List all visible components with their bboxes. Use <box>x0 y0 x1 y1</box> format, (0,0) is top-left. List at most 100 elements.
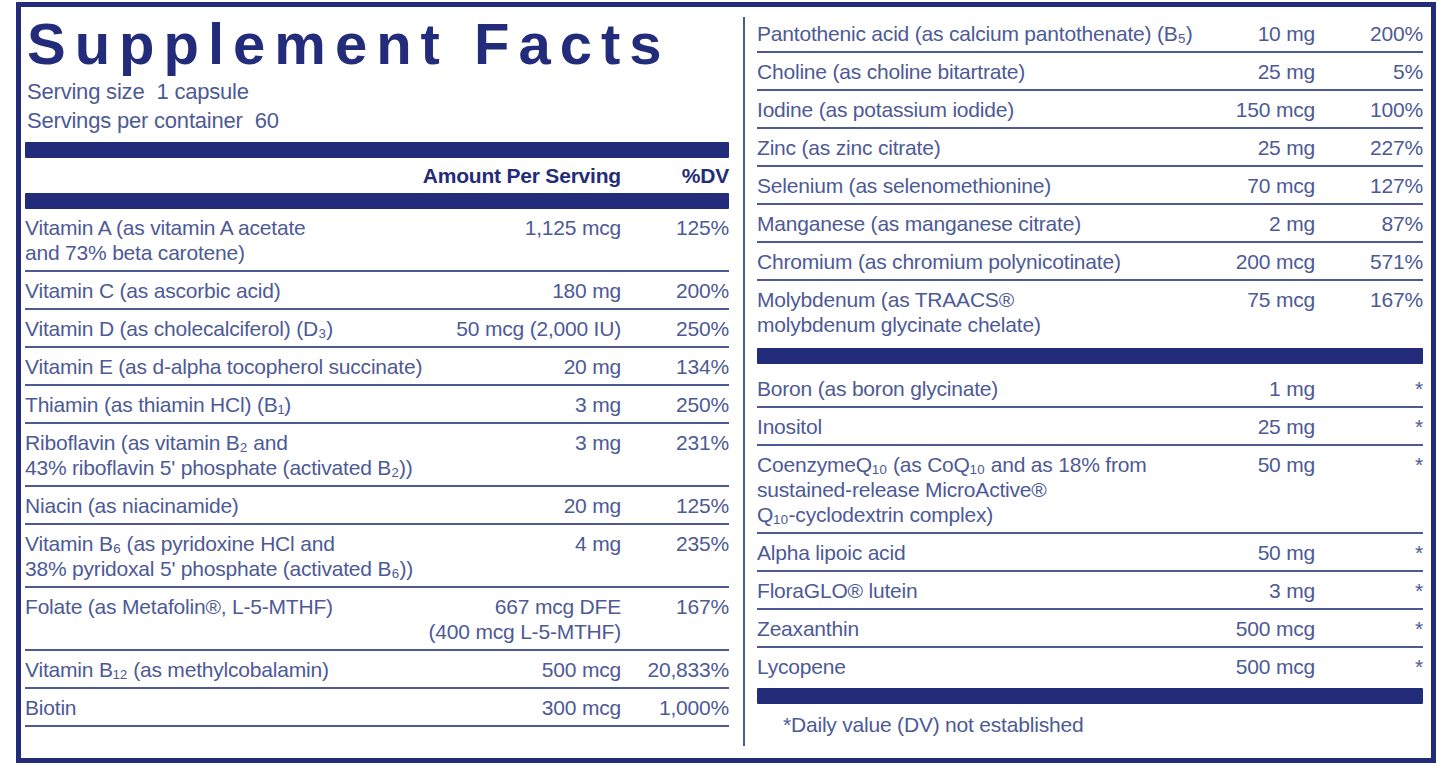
supplement-facts-label: Supplement Facts Serving size 1 capsule S… <box>16 2 1436 763</box>
ingredient-name: Vitamin E (as d-alpha tocopherol succina… <box>25 354 552 379</box>
ingredient-table-left: Vitamin A (as vitamin A acetate and 73% … <box>25 209 729 727</box>
ingredient-amount: 3 mg <box>575 430 621 455</box>
column-headers: Amount Per Serving %DV <box>25 158 729 193</box>
ingredient-name-line: Molybdenum (as TRAACS® <box>757 287 1235 312</box>
ingredient-amount: 20 mg <box>564 354 621 379</box>
ingredient-dv: 250% <box>633 392 729 417</box>
table-row: Folate (as Metafolin®, L-5-MTHF) 667 mcg… <box>25 588 729 651</box>
ingredient-dv: * <box>1327 616 1423 641</box>
ingredient-name: Chromium (as chromium polynicotinate) <box>757 249 1224 274</box>
ingredient-amount: 150 mcg <box>1236 97 1315 122</box>
section-bar <box>25 193 729 209</box>
table-row: Vitamin B₆ (as pyridoxine HCl and 38% py… <box>25 525 729 588</box>
ingredient-amount: 667 mcg DFE (400 mcg L-5-MTHF) <box>429 594 621 644</box>
ingredient-dv: * <box>1327 654 1423 679</box>
ingredient-name: Vitamin D (as cholecalciferol) (D₃) <box>25 316 444 341</box>
table-row: Inositol 25 mg * <box>757 408 1423 446</box>
ingredient-name-line: molybdenum glycinate chelate) <box>757 312 1235 337</box>
table-row: Boron (as boron glycinate) 1 mg * <box>757 370 1423 408</box>
ingredient-amount: 300 mcg <box>542 695 621 720</box>
ingredient-name: CoenzymeQ₁₀ (as CoQ₁₀ and as 18% from su… <box>757 452 1246 527</box>
ingredient-amount: 1 mg <box>1269 376 1315 401</box>
table-row: Vitamin C (as ascorbic acid) 180 mg 200% <box>25 272 729 310</box>
ingredient-dv: * <box>1327 540 1423 565</box>
ingredient-name: Folate (as Metafolin®, L-5-MTHF) <box>25 594 417 619</box>
ingredient-amount: 25 mg <box>1258 59 1315 84</box>
ingredient-dv: 127% <box>1327 173 1423 198</box>
ingredient-amount: 20 mg <box>564 493 621 518</box>
ingredient-dv: 200% <box>633 278 729 303</box>
ingredient-amount: 4 mg <box>575 531 621 556</box>
serving-size-label: Serving size <box>27 79 144 104</box>
section-bar <box>757 348 1423 364</box>
ingredient-amount: 1,125 mcg <box>525 215 621 240</box>
ingredient-name: FloraGLO® lutein <box>757 578 1257 603</box>
ingredient-name: Zeaxanthin <box>757 616 1224 641</box>
table-row: Manganese (as manganese citrate) 2 mg 87… <box>757 205 1423 243</box>
ingredient-amount: 50 mg <box>1258 452 1315 477</box>
ingredient-dv: 167% <box>633 594 729 619</box>
table-row: Thiamin (as thiamin HCl) (B₁) 3 mg 250% <box>25 386 729 424</box>
table-row: Niacin (as niacinamide) 20 mg 125% <box>25 487 729 525</box>
ingredient-dv: 134% <box>633 354 729 379</box>
ingredient-amount-line: (400 mcg L-5-MTHF) <box>429 619 621 644</box>
section-bar <box>25 142 729 158</box>
ingredient-name: Choline (as choline bitartrate) <box>757 59 1246 84</box>
ingredient-dv: * <box>1327 376 1423 401</box>
ingredient-amount: 75 mcg <box>1247 287 1315 312</box>
ingredient-dv: 235% <box>633 531 729 556</box>
ingredient-dv: 125% <box>633 493 729 518</box>
amount-col-header: Amount Per Serving <box>423 164 621 188</box>
ingredient-name: Vitamin C (as ascorbic acid) <box>25 278 540 303</box>
table-row: Molybdenum (as TRAACS® molybdenum glycin… <box>757 281 1423 342</box>
serving-size-line: Serving size 1 capsule <box>27 77 729 106</box>
ingredient-name-line: and 73% beta carotene) <box>25 240 513 265</box>
ingredient-name: Vitamin B₆ (as pyridoxine HCl and 38% py… <box>25 531 563 581</box>
page-title: Supplement Facts <box>27 13 729 75</box>
ingredient-amount-line: 667 mcg DFE <box>429 594 621 619</box>
ingredient-dv: 1,000% <box>633 695 729 720</box>
table-row: Pantothenic acid (as calcium pantothenat… <box>757 15 1423 53</box>
ingredient-name: Biotin <box>25 695 530 720</box>
table-row: Alpha lipoic acid 50 mg * <box>757 534 1423 572</box>
ingredient-name-line: Vitamin B₆ (as pyridoxine HCl and <box>25 531 563 556</box>
ingredient-dv: 250% <box>633 316 729 341</box>
ingredient-name: Selenium (as selenomethionine) <box>757 173 1235 198</box>
right-column: Pantothenic acid (as calcium pantothenat… <box>745 7 1431 758</box>
table-row: CoenzymeQ₁₀ (as CoQ₁₀ and as 18% from su… <box>757 446 1423 534</box>
ingredient-amount: 2 mg <box>1269 211 1315 236</box>
ingredient-amount: 200 mcg <box>1236 249 1315 274</box>
ingredient-name: Alpha lipoic acid <box>757 540 1246 565</box>
ingredient-dv: 5% <box>1327 59 1423 84</box>
table-row: Iodine (as potassium iodide) 150 mcg 100… <box>757 91 1423 129</box>
table-row: FloraGLO® lutein 3 mg * <box>757 572 1423 610</box>
ingredient-amount: 25 mg <box>1258 414 1315 439</box>
table-row: Vitamin D (as cholecalciferol) (D₃) 50 m… <box>25 310 729 348</box>
ingredient-amount: 180 mg <box>552 278 621 303</box>
ingredient-name-line: sustained-release MicroActive® <box>757 477 1246 502</box>
table-row: Zeaxanthin 500 mcg * <box>757 610 1423 648</box>
table-row: Selenium (as selenomethionine) 70 mcg 12… <box>757 167 1423 205</box>
ingredient-amount: 3 mg <box>1269 578 1315 603</box>
section-bar <box>757 688 1423 704</box>
table-row: Vitamin B₁₂ (as methylcobalamin) 500 mcg… <box>25 651 729 689</box>
ingredient-dv: 125% <box>633 215 729 240</box>
ingredient-name-line: 43% riboflavin 5' phosphate (activated B… <box>25 455 563 480</box>
ingredient-name-line: Vitamin A (as vitamin A acetate <box>25 215 513 240</box>
serving-size-value: 1 capsule <box>156 79 248 104</box>
table-row: Vitamin E (as d-alpha tocopherol succina… <box>25 348 729 386</box>
ingredient-name: Zinc (as zinc citrate) <box>757 135 1246 160</box>
ingredient-amount: 10 mg <box>1258 21 1315 46</box>
ingredient-name: Vitamin B₁₂ (as methylcobalamin) <box>25 657 530 682</box>
ingredient-name-line: 38% pyridoxal 5' phosphate (activated B₆… <box>25 556 563 581</box>
ingredient-name: Lycopene <box>757 654 1224 679</box>
table-row: Choline (as choline bitartrate) 25 mg 5% <box>757 53 1423 91</box>
ingredient-name: Iodine (as potassium iodide) <box>757 97 1224 122</box>
ingredient-amount: 50 mcg (2,000 IU) <box>456 316 621 341</box>
ingredient-dv: * <box>1327 452 1423 477</box>
ingredient-name: Niacin (as niacinamide) <box>25 493 552 518</box>
ingredient-dv: 167% <box>1327 287 1423 312</box>
ingredient-dv: 100% <box>1327 97 1423 122</box>
table-row: Chromium (as chromium polynicotinate) 20… <box>757 243 1423 281</box>
table-row: Lycopene 500 mcg * <box>757 648 1423 684</box>
